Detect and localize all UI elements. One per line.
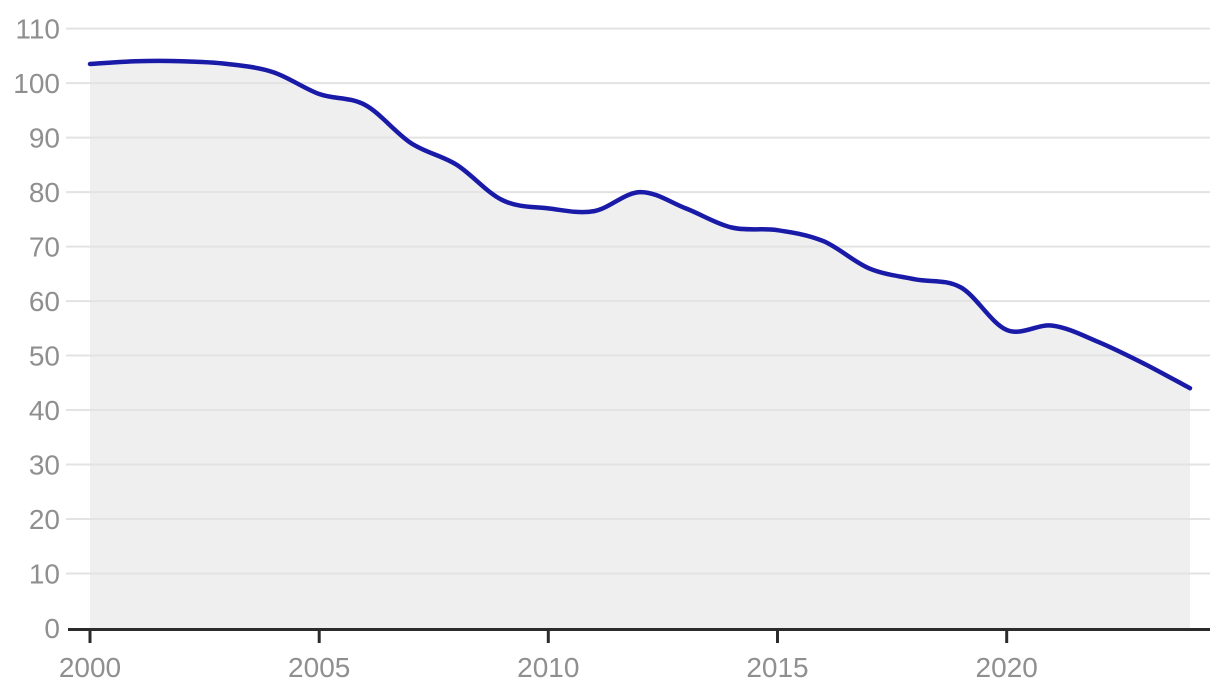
y-tick-label-10: 10 — [29, 559, 60, 590]
y-tick-label-70: 70 — [29, 232, 60, 263]
series-area-fill — [90, 60, 1190, 629]
y-tick-label-60: 60 — [29, 286, 60, 317]
y-tick-label-90: 90 — [29, 123, 60, 154]
y-tick-label-110: 110 — [15, 14, 60, 45]
x-tick-label-2010: 2010 — [517, 652, 579, 683]
y-tick-label-0: 0 — [44, 613, 60, 644]
x-tick-label-2005: 2005 — [288, 652, 350, 683]
y-tick-label-50: 50 — [29, 341, 60, 372]
y-tick-label-40: 40 — [29, 395, 60, 426]
y-tick-label-20: 20 — [29, 504, 60, 535]
series-line — [87, 58, 1193, 391]
x-tick-label-2015: 2015 — [746, 652, 808, 683]
y-tick-label-100: 100 — [13, 68, 60, 99]
x-tick-label-2000: 2000 — [59, 652, 121, 683]
y-tick-label-80: 80 — [29, 177, 60, 208]
x-tick-label-2020: 2020 — [976, 652, 1038, 683]
y-tick-label-30: 30 — [29, 450, 60, 481]
